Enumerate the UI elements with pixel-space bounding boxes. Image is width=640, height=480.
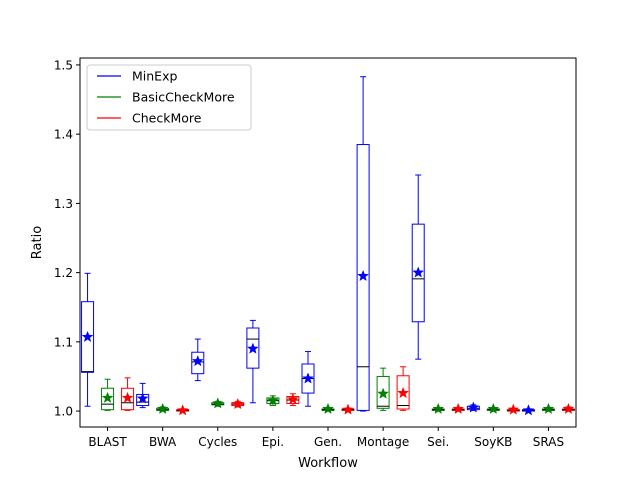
box	[246, 327, 260, 369]
box	[101, 387, 115, 411]
mean-star-marker	[211, 397, 224, 409]
x-tick-label: Gen.	[314, 435, 342, 449]
boxplot-CheckMore-BWA	[176, 404, 190, 416]
mean-star-marker	[487, 402, 500, 415]
boxplot-BasicCheckMore-Montage	[376, 367, 390, 411]
boxplot-CheckMore-Epi.	[286, 393, 300, 407]
y-tick-label: 1.0	[54, 405, 73, 419]
boxplot-BasicCheckMore-Gen.	[321, 402, 335, 415]
boxplot-CheckMore-SRAS	[561, 402, 575, 415]
mean-star-marker	[357, 269, 370, 282]
x-tick-label: SoyKB	[474, 435, 512, 449]
mean-star-marker	[121, 391, 134, 403]
mean-star-marker	[322, 402, 334, 415]
boxplot-MinExp-Sei.	[411, 174, 425, 360]
mean-star-marker	[507, 403, 520, 415]
boxplot-BasicCheckMore-SoyKB	[486, 402, 500, 415]
mean-star-marker	[266, 394, 279, 406]
x-tick-label: BLAST	[88, 435, 127, 449]
mean-star-marker	[286, 393, 299, 405]
y-tick-label: 1.4	[54, 128, 73, 142]
mean-star-marker	[231, 397, 244, 410]
x-tick-label: Cycles	[198, 435, 237, 449]
mean-star-marker	[81, 330, 94, 343]
box	[121, 387, 135, 411]
boxplot-MinExp-Cycles	[191, 338, 205, 382]
y-axis-label: Ratio	[30, 226, 45, 259]
mean-star-marker	[432, 402, 445, 415]
legend-label-CheckMore: CheckMore	[132, 111, 202, 126]
x-tick-label: Epi.	[262, 435, 284, 449]
box	[376, 375, 390, 409]
x-tick-label: Sei.	[427, 435, 449, 449]
boxplot-CheckMore-BLAST	[121, 377, 135, 411]
boxplot-BasicCheckMore-BLAST	[101, 378, 115, 411]
boxplot-MinExp-Gen.	[301, 351, 315, 407]
legend: MinExp BasicCheckMore CheckMore	[86, 64, 252, 131]
boxplot-MinExp-Montage	[356, 76, 370, 412]
boxplot-MinExp-BWA	[136, 382, 150, 409]
x-axis-label: Workflow	[298, 456, 358, 471]
mean-star-marker	[156, 402, 169, 415]
boxplot-BasicCheckMore-BWA	[156, 402, 170, 415]
mean-star-marker	[342, 403, 354, 415]
boxplot-CheckMore-Gen.	[341, 403, 355, 415]
box	[81, 301, 95, 373]
x-tick-label: BWA	[149, 435, 177, 449]
mean-star-marker	[377, 387, 390, 399]
y-tick-label: 1.5	[54, 58, 73, 72]
box	[191, 351, 205, 375]
mean-star-marker	[302, 372, 314, 384]
legend-frame	[86, 64, 252, 131]
boxplot-BasicCheckMore-SRAS	[541, 402, 555, 415]
mean-star-marker	[136, 392, 149, 404]
axis-layer: 1.0 1.1 1.2 1.3 1.4 1.5 BLAST BWA Cycles Epi. Gen.…	[54, 58, 564, 449]
boxplot-MinExp-SRAS	[521, 404, 535, 416]
box	[396, 375, 410, 410]
box	[356, 144, 370, 411]
boxplot-MinExp-BLAST	[81, 272, 95, 407]
boxplot-MinExp-Epi.	[246, 319, 260, 404]
mean-star-marker	[176, 404, 189, 416]
mean-star-marker	[412, 266, 425, 278]
boxplot-CheckMore-SoyKB	[506, 403, 520, 415]
x-tick-label: SRAS	[533, 435, 564, 449]
boxplot-CheckMore-Cycles	[231, 397, 245, 410]
boxplot-CheckMore-Montage	[396, 366, 410, 411]
mean-star-marker	[452, 402, 465, 415]
legend-label-MinExp: MinExp	[132, 69, 177, 84]
x-tick-label: Montage	[357, 435, 409, 449]
mean-star-marker	[246, 342, 259, 354]
mean-star-marker	[562, 402, 575, 415]
mean-star-marker	[467, 401, 480, 413]
mean-star-marker	[522, 404, 535, 416]
y-tick-label: 1.2	[54, 266, 73, 280]
box	[411, 223, 425, 323]
y-tick-label: 1.1	[54, 335, 73, 349]
boxplot-BasicCheckMore-Epi.	[266, 394, 280, 407]
boxplot-BasicCheckMore-Cycles	[211, 397, 225, 409]
boxplot-MinExp-SoyKB	[466, 401, 480, 413]
mean-star-marker	[397, 386, 410, 399]
legend-label-BasicCheckMore: BasicCheckMore	[132, 90, 235, 105]
y-tick-label: 1.3	[54, 197, 73, 211]
boxplot-CheckMore-Sei.	[451, 402, 465, 415]
mean-star-marker	[542, 402, 555, 415]
plot-layer	[81, 76, 575, 416]
mean-star-marker	[101, 391, 114, 403]
mean-star-marker	[191, 355, 204, 367]
boxplot-BasicCheckMore-Sei.	[431, 402, 445, 415]
